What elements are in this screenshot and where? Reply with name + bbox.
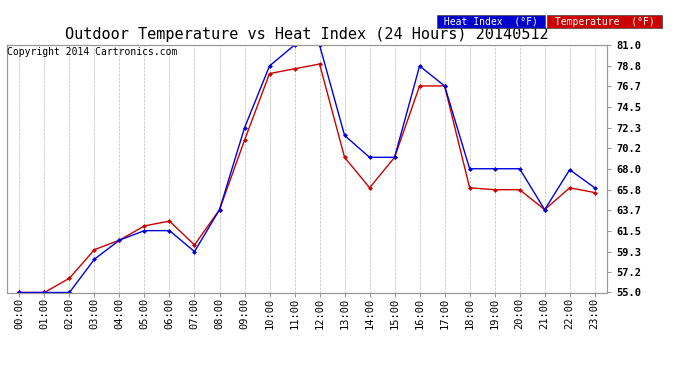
Text: Heat Index  (°F): Heat Index (°F) xyxy=(438,17,544,27)
Text: Copyright 2014 Cartronics.com: Copyright 2014 Cartronics.com xyxy=(7,47,177,57)
Text: Temperature  (°F): Temperature (°F) xyxy=(549,17,660,27)
Title: Outdoor Temperature vs Heat Index (24 Hours) 20140512: Outdoor Temperature vs Heat Index (24 Ho… xyxy=(66,27,549,42)
